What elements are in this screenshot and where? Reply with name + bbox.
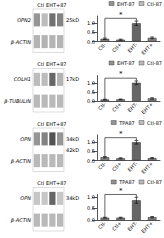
svg-text:Ctl-: Ctl- (97, 41, 107, 51)
svg-text:OPN2: OPN2 (17, 17, 31, 23)
svg-text:Ctl-87: Ctl-87 (147, 179, 162, 185)
svg-text:Ctl: Ctl (37, 2, 44, 8)
svg-text:OPN: OPN (20, 195, 31, 201)
svg-text:Ctl+: Ctl+ (111, 220, 123, 232)
svg-text:β-ACTIN: β-ACTIN (11, 158, 31, 165)
svg-text:TPA87: TPA87 (118, 179, 135, 185)
svg-text:EHT-: EHT- (126, 220, 138, 232)
svg-text:EHT+87: EHT+87 (46, 61, 67, 67)
svg-text:EHT+: EHT+ (140, 160, 154, 174)
svg-text:Ctl+: Ctl+ (111, 101, 123, 113)
svg-text:Ctl-87: Ctl-87 (147, 1, 162, 7)
svg-text:0.5: 0.5 (87, 148, 95, 154)
svg-text:β-ACTIN: β-ACTIN (11, 39, 31, 46)
svg-text:25kD: 25kD (66, 17, 79, 23)
svg-text:42kD: 42kD (66, 147, 79, 153)
svg-text:COLH1: COLH1 (14, 76, 31, 82)
svg-text:*: * (119, 130, 123, 138)
svg-text:0.5: 0.5 (87, 89, 95, 95)
svg-text:1.0: 1.0 (87, 139, 95, 145)
svg-text:EHT-: EHT- (126, 41, 138, 53)
svg-text:Ctl: Ctl (37, 121, 44, 127)
svg-text:EHT+: EHT+ (140, 41, 154, 55)
svg-text:*: * (119, 11, 123, 19)
svg-text:TPA87: TPA87 (118, 120, 135, 126)
svg-text:Ctl+: Ctl+ (111, 160, 123, 172)
svg-text:Ctl: Ctl (37, 61, 44, 67)
svg-text:EHT+: EHT+ (140, 101, 154, 115)
svg-text:EHT-87: EHT-87 (117, 60, 135, 66)
svg-text:EHT-87: EHT-87 (117, 1, 135, 7)
svg-text:0.0: 0.0 (87, 98, 95, 104)
svg-text:0.0: 0.0 (87, 158, 95, 164)
svg-text:EHT+87: EHT+87 (46, 2, 67, 8)
svg-text:Ctl-87: Ctl-87 (147, 60, 162, 66)
svg-text:0.5: 0.5 (87, 29, 95, 35)
svg-text:34kD: 34kD (66, 136, 79, 142)
svg-text:0.0: 0.0 (87, 39, 95, 45)
svg-text:1.0: 1.0 (87, 80, 95, 86)
svg-text:Ctl-: Ctl- (97, 220, 107, 230)
svg-text:β-ACTIN: β-ACTIN (11, 217, 31, 224)
svg-text:β-TUBULIN: β-TUBULIN (4, 98, 31, 105)
svg-text:1.0: 1.0 (87, 194, 95, 200)
svg-text:EHT+87: EHT+87 (46, 121, 67, 127)
svg-text:Ctl+: Ctl+ (111, 41, 123, 53)
svg-text:1.0: 1.0 (87, 20, 95, 26)
svg-text:Ctl: Ctl (37, 180, 44, 186)
svg-text:*: * (119, 187, 123, 195)
svg-text:EHT-: EHT- (126, 101, 138, 113)
svg-text:Ctl-: Ctl- (97, 101, 107, 111)
svg-text:*: * (119, 70, 123, 78)
svg-text:EHT+: EHT+ (140, 220, 154, 234)
svg-text:OPN: OPN (20, 136, 31, 142)
svg-text:EHT-: EHT- (126, 160, 138, 172)
svg-text:Ctl-: Ctl- (97, 160, 107, 170)
svg-text:0.5: 0.5 (87, 205, 95, 211)
svg-text:Ctl-87: Ctl-87 (147, 120, 162, 126)
svg-text:EHT+87: EHT+87 (46, 180, 67, 186)
svg-text:0.0: 0.0 (87, 217, 95, 223)
svg-text:34kD: 34kD (66, 195, 79, 201)
svg-text:17kD: 17kD (66, 76, 79, 82)
